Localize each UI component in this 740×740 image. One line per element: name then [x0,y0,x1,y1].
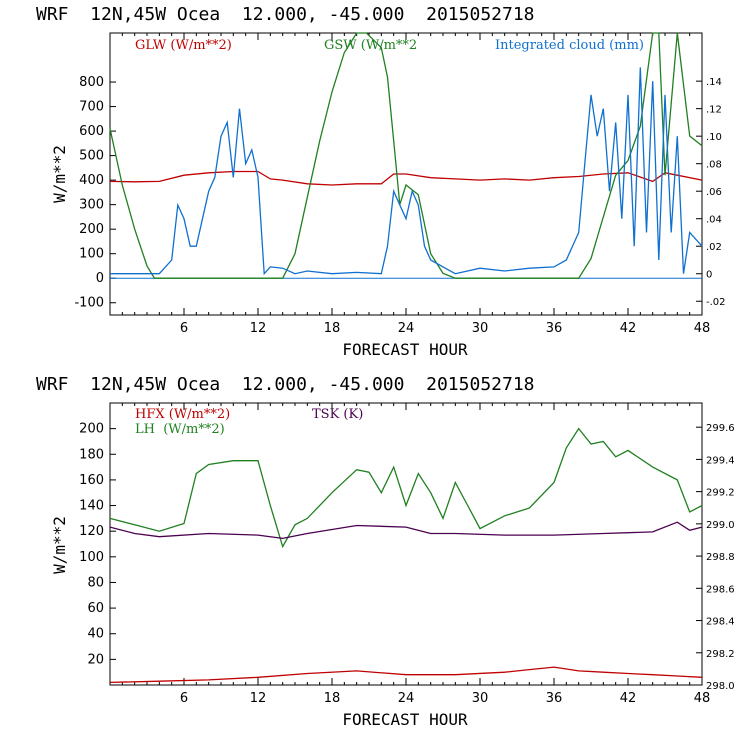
right-tick-label: 0 [706,270,712,281]
right-tick-label: .06 [706,187,722,198]
x-tick-label: 12 [250,691,267,706]
right-tick-label: .02 [706,242,722,253]
y-tick-label: 400 [79,173,104,188]
top-x-label: FORECAST HOUR [342,340,468,359]
x-tick-label: 12 [250,321,267,336]
x-tick-label: 30 [472,691,489,706]
series-line-lh-w-m [109,427,703,549]
bottom-right-axis: 298.0 298.2 298.4 298.6 298.8 299.0 299.2 299.4… [696,423,735,692]
x-tick-label: 30 [472,321,489,336]
y-tick-label: 800 [79,75,104,90]
series-line-glw-w-m [109,170,703,186]
series-line-hfx-w-m [109,666,703,684]
legend-gsw: GSW (W/m**2 [324,38,417,53]
right-tick-label: .10 [706,132,722,143]
right-tick-label: .14 [706,77,722,88]
y-tick-label: 120 [79,524,104,539]
right-tick-label: 299.6 [706,423,735,434]
top-left-axis: -100 0 100 200 300 400 500 600 700 800 [74,75,116,311]
x-tick-label: 18 [324,321,341,336]
y-tick-label: 60 [87,601,104,616]
y-tick-label: 100 [79,550,104,565]
y-tick-label: -100 [74,296,104,311]
right-tick-label: 299.4 [706,455,735,466]
x-tick-label: 48 [694,321,711,336]
right-tick-label: 299.2 [706,488,735,499]
right-tick-label: .08 [706,160,722,171]
legend-tsk: TSK (K) [312,407,363,422]
y-tick-label: 0 [96,271,104,286]
right-tick-label: 298.8 [706,552,735,563]
right-tick-label: 298.4 [706,617,735,628]
y-tick-label: 80 [87,575,104,590]
bottom-y-label: W/m**2 [50,516,69,574]
y-tick-label: 700 [79,100,104,115]
series-line-gsw-w-m [109,32,703,279]
y-tick-label: 180 [79,447,104,462]
y-tick-label: 600 [79,124,104,139]
top-chart-title: WRF 12N,45W Ocea 12.000, -45.000 2015052… [36,4,535,25]
x-tick-label: 48 [694,691,711,706]
right-tick-label: 298.6 [706,584,735,595]
bottom-chart: WRF 12N,45W Ocea 12.000, -45.000 2015052… [36,374,735,729]
y-tick-label: 100 [79,247,104,262]
right-tick-label: 298.0 [706,681,735,692]
y-tick-label: 300 [79,198,104,213]
y-tick-label: 200 [79,422,104,437]
bottom-chart-title: WRF 12N,45W Ocea 12.000, -45.000 2015052… [36,374,535,395]
y-tick-label: 140 [79,499,104,514]
legend-lh: LH (W/m**2) [135,422,225,437]
x-tick-label: 18 [324,691,341,706]
x-tick-label: 42 [620,321,637,336]
bottom-x-axis: 6 12 18 24 30 36 42 48 [121,403,711,706]
x-tick-label: 24 [398,321,415,336]
legend-cloud: Integrated cloud (mm) [495,38,644,53]
y-tick-label: 40 [87,627,104,642]
right-tick-label: .04 [706,215,722,226]
x-tick-label: 36 [546,691,563,706]
x-tick-label: 6 [180,691,188,706]
x-tick-label: 36 [546,321,563,336]
x-tick-label: 42 [620,691,637,706]
y-tick-label: 500 [79,149,104,164]
right-tick-label: .12 [706,105,722,116]
series-line-integrated-cloud-mm [110,67,703,276]
right-tick-label: 298.2 [706,649,735,660]
y-tick-label: 160 [79,473,104,488]
y-tick-label: 200 [79,222,104,237]
top-chart: WRF 12N,45W Ocea 12.000, -45.000 2015052… [36,4,726,359]
bottom-left-axis: 20 40 60 80 100 120 140 160 180 200 [79,422,116,667]
top-x-axis: 6 12 18 24 30 36 42 48 [121,33,711,336]
legend-hfx: HFX (W/m**2) [135,407,230,422]
x-tick-label: 6 [180,321,188,336]
top-series-group [109,32,703,279]
bottom-x-label: FORECAST HOUR [342,710,468,729]
bottom-series-group [109,427,703,684]
y-tick-label: 20 [87,652,104,667]
x-tick-label: 24 [398,691,415,706]
top-y-label: W/m**2 [50,145,69,203]
series-line-tsk-k [109,521,703,540]
legend-glw: GLW (W/m**2) [135,38,232,53]
bottom-plot-frame [109,402,703,686]
top-right-axis: -.02 0 .02 .04 .06 .08 .10 .12 .14 [696,77,726,308]
right-tick-label: 299.0 [706,520,735,531]
right-tick-label: -.02 [706,297,726,308]
